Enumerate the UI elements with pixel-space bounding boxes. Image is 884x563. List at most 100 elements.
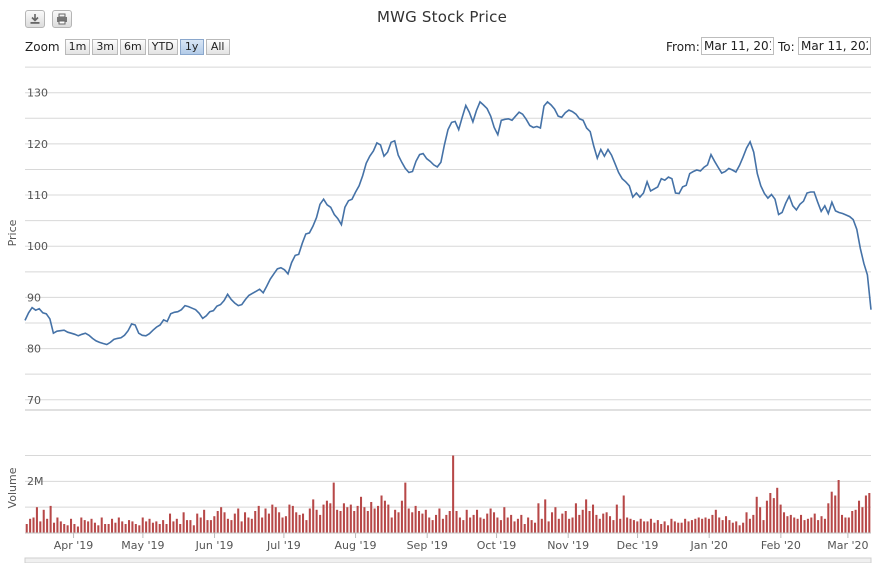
volume-bar[interactable]	[551, 512, 554, 533]
volume-bar[interactable]	[827, 503, 830, 533]
volume-bar[interactable]	[223, 512, 226, 533]
volume-bar[interactable]	[759, 507, 762, 533]
volume-bar[interactable]	[155, 521, 158, 533]
volume-bar[interactable]	[428, 517, 431, 534]
volume-bar[interactable]	[670, 518, 673, 533]
volume-bar[interactable]	[503, 507, 506, 533]
volume-bar[interactable]	[199, 517, 202, 534]
volume-bar[interactable]	[97, 525, 100, 534]
volume-bar[interactable]	[411, 512, 414, 533]
volume-bar[interactable]	[701, 518, 704, 533]
volume-bar[interactable]	[711, 514, 714, 533]
volume-bar[interactable]	[544, 499, 547, 533]
volume-bar[interactable]	[806, 518, 809, 533]
volume-bar[interactable]	[322, 504, 325, 533]
volume-bar[interactable]	[564, 511, 567, 533]
volume-bar[interactable]	[458, 517, 461, 534]
volume-bar[interactable]	[592, 504, 595, 533]
volume-bar[interactable]	[725, 516, 728, 533]
volume-bar[interactable]	[169, 513, 172, 533]
volume-bar[interactable]	[237, 508, 240, 534]
volume-bar[interactable]	[745, 512, 748, 533]
volume-bar[interactable]	[380, 495, 383, 534]
volume-bar[interactable]	[244, 512, 247, 533]
volume-bar[interactable]	[762, 520, 765, 533]
volume-bar[interactable]	[656, 520, 659, 533]
volume-bar[interactable]	[104, 524, 107, 533]
volume-bar[interactable]	[513, 521, 516, 533]
volume-bar[interactable]	[499, 520, 502, 533]
volume-bar[interactable]	[690, 520, 693, 533]
volume-bar[interactable]	[284, 516, 287, 533]
volume-bar[interactable]	[721, 520, 724, 533]
volume-bar[interactable]	[636, 521, 639, 533]
volume-bar[interactable]	[73, 524, 76, 533]
volume-bar[interactable]	[356, 505, 359, 533]
volume-bar[interactable]	[302, 513, 305, 533]
volume-bar[interactable]	[557, 518, 560, 533]
volume-bar[interactable]	[765, 500, 768, 533]
volume-bar[interactable]	[837, 480, 840, 533]
volume-bar[interactable]	[114, 522, 117, 533]
volume-bar[interactable]	[441, 518, 444, 533]
volume-bar[interactable]	[100, 517, 103, 534]
volume-bar[interactable]	[742, 522, 745, 533]
volume-bar[interactable]	[465, 509, 468, 534]
volume-bar[interactable]	[53, 522, 56, 533]
download-button[interactable]	[25, 10, 45, 28]
volume-bar[interactable]	[394, 509, 397, 534]
volume-bar[interactable]	[175, 518, 178, 533]
volume-bar[interactable]	[779, 504, 782, 533]
volume-bar[interactable]	[506, 517, 509, 534]
volume-bar[interactable]	[325, 500, 328, 533]
volume-bar[interactable]	[288, 504, 291, 533]
volume-bar[interactable]	[561, 513, 564, 533]
volume-bar[interactable]	[46, 518, 49, 533]
volume-bar[interactable]	[233, 513, 236, 533]
volume-bar[interactable]	[264, 508, 267, 534]
volume-bar[interactable]	[694, 518, 697, 533]
volume-bar[interactable]	[800, 514, 803, 533]
volume-bar[interactable]	[868, 493, 871, 533]
volume-bar[interactable]	[418, 511, 421, 533]
volume-bar[interactable]	[271, 504, 274, 533]
volume-bar[interactable]	[257, 505, 260, 533]
volume-bar[interactable]	[854, 509, 857, 534]
volume-bar[interactable]	[308, 508, 311, 534]
volume-bar[interactable]	[111, 518, 114, 533]
volume-bar[interactable]	[704, 517, 707, 534]
volume-bar[interactable]	[663, 521, 666, 533]
volume-bar[interactable]	[387, 504, 390, 533]
volume-bar[interactable]	[383, 500, 386, 533]
volume-bar[interactable]	[834, 495, 837, 534]
volume-bar[interactable]	[49, 505, 52, 533]
volume-bar[interactable]	[520, 514, 523, 533]
volume-bar[interactable]	[240, 521, 243, 533]
volume-bar[interactable]	[731, 522, 734, 533]
volume-bar[interactable]	[769, 493, 772, 533]
volume-bar[interactable]	[407, 508, 410, 534]
volume-bar[interactable]	[783, 512, 786, 533]
volume-bar[interactable]	[455, 511, 458, 533]
volume-bar[interactable]	[315, 509, 318, 534]
volume-bar[interactable]	[619, 518, 622, 533]
volume-bar[interactable]	[707, 518, 710, 533]
volume-bar[interactable]	[793, 517, 796, 534]
volume-bar[interactable]	[291, 505, 294, 533]
volume-bar[interactable]	[841, 514, 844, 533]
volume-bar[interactable]	[858, 500, 861, 533]
volume-bar[interactable]	[254, 511, 257, 533]
volume-bar[interactable]	[830, 491, 833, 533]
volume-bar[interactable]	[646, 521, 649, 533]
volume-bar[interactable]	[305, 520, 308, 533]
volume-bar[interactable]	[530, 520, 533, 533]
volume-bar[interactable]	[817, 520, 820, 533]
volume-bar[interactable]	[312, 499, 315, 533]
volume-bar[interactable]	[278, 512, 281, 533]
volume-bar[interactable]	[667, 525, 670, 534]
volume-bar[interactable]	[609, 516, 612, 533]
volume-bar[interactable]	[250, 518, 253, 533]
volume-bar[interactable]	[131, 521, 134, 533]
volume-bar[interactable]	[192, 525, 195, 534]
volume-bar[interactable]	[660, 524, 663, 533]
